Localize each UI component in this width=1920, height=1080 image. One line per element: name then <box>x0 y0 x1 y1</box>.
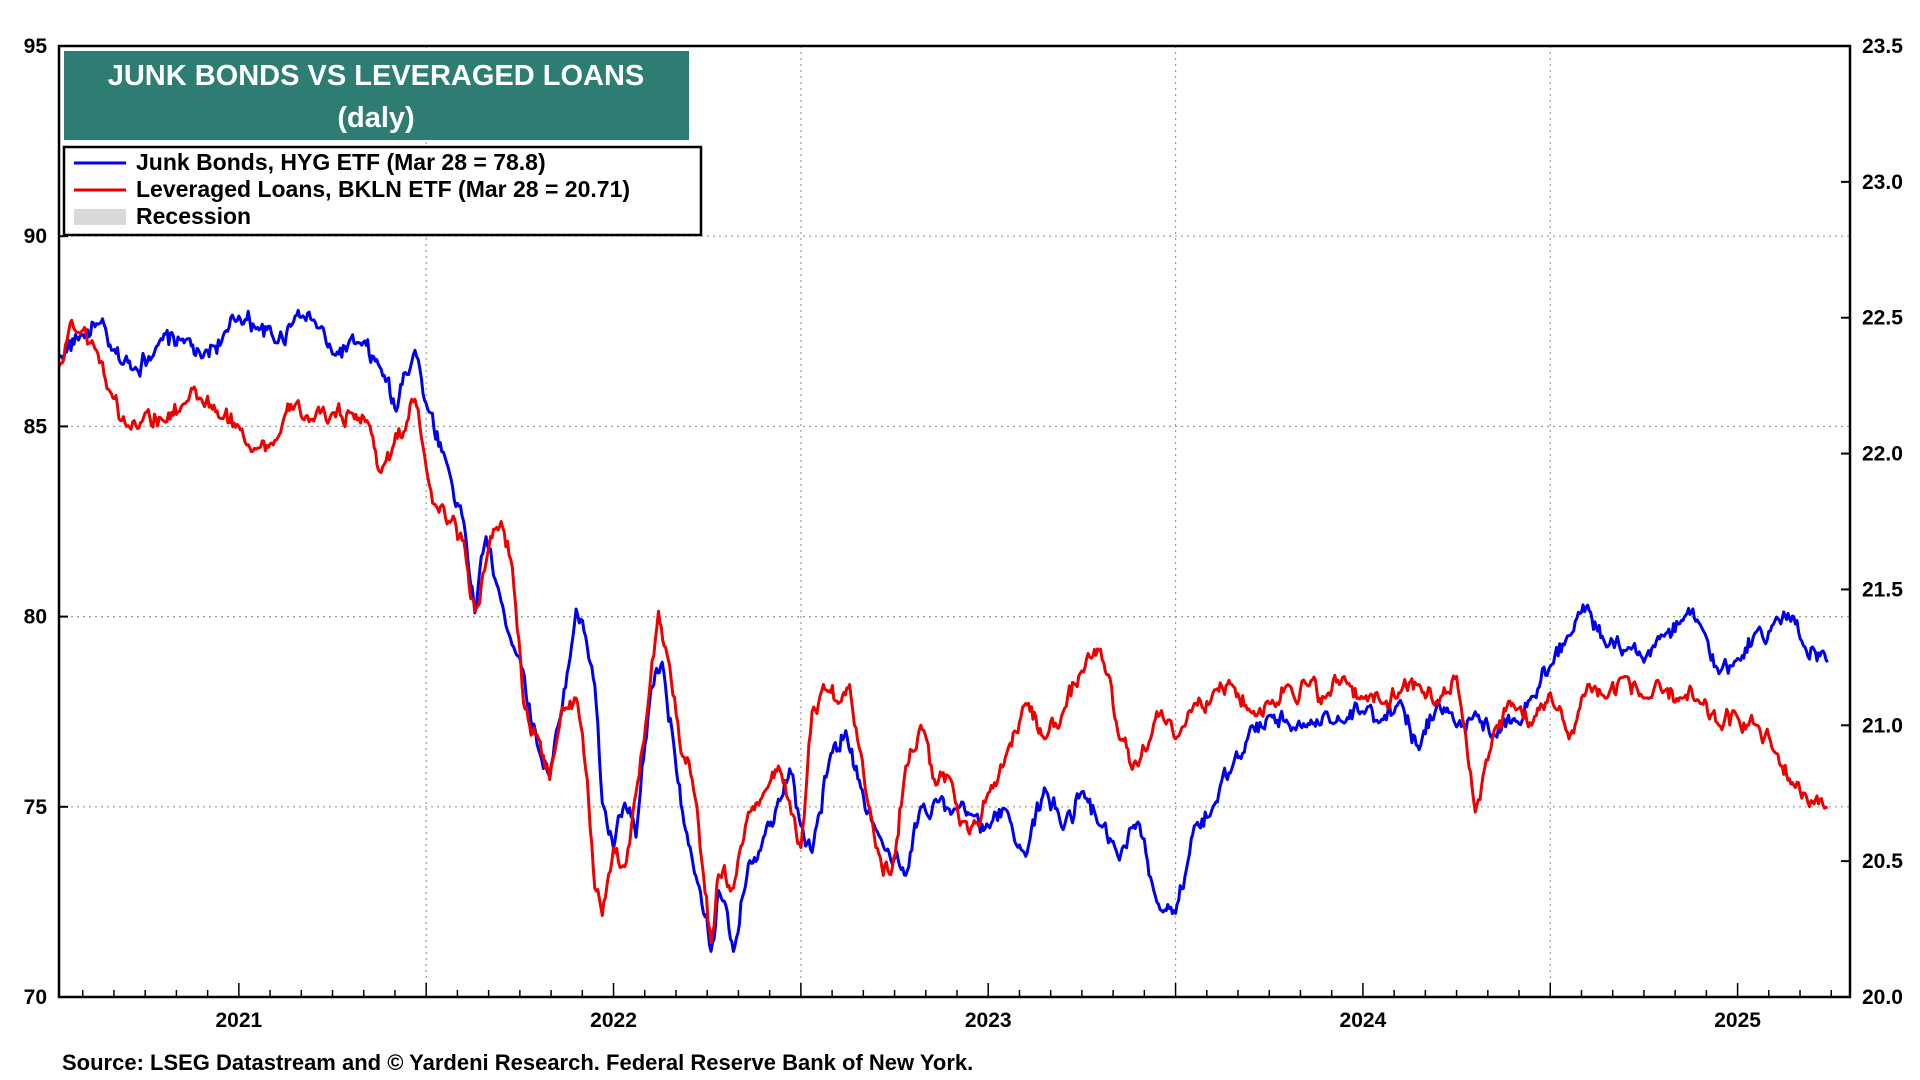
y-left-tick-label: 85 <box>24 415 48 438</box>
x-tick-label: 2025 <box>1714 1009 1761 1032</box>
series-layer <box>57 308 1829 953</box>
legend-label-hyg: Junk Bonds, HYG ETF (Mar 28 = 78.8) <box>136 149 546 175</box>
legend-swatch-recession <box>74 209 126 225</box>
y-right-tick-label: 20.5 <box>1862 850 1903 873</box>
y-right-tick-label: 21.5 <box>1862 578 1903 601</box>
series-line-bkln <box>57 318 1829 945</box>
y-right-tick-label: 22.5 <box>1862 307 1903 330</box>
y-right-tick-label: 20.0 <box>1862 986 1903 1009</box>
y-left-tick-label: 80 <box>24 606 47 629</box>
x-tick-label: 2024 <box>1340 1009 1387 1032</box>
legend-box: Junk Bonds, HYG ETF (Mar 28 = 78.8) Leve… <box>62 145 703 237</box>
chart-subtitle: (daly) <box>337 102 414 134</box>
plot-frame <box>57 44 1852 999</box>
y-left-tick-label: 95 <box>24 35 48 58</box>
y-right-tick-label: 22.0 <box>1862 443 1903 466</box>
y-left-tick-label: 90 <box>24 225 47 248</box>
series-line-hyg <box>57 308 1829 953</box>
x-tick-label: 2023 <box>965 1009 1012 1032</box>
labels-layer: 70 75 80 85 90 95 20.0 20.5 21.0 21.5 22.0 22.5 23.0… <box>24 35 1904 1032</box>
legend-background <box>62 145 703 237</box>
title-box: JUNK BONDS VS LEVERAGED LOANS (daly) <box>64 51 689 140</box>
y-right-tick-label: 23.5 <box>1862 35 1903 58</box>
title-background <box>64 51 689 140</box>
legend-label-bkln: Leveraged Loans, BKLN ETF (Mar 28 = 20.7… <box>136 176 630 202</box>
y-right-tick-label: 21.0 <box>1862 714 1903 737</box>
y-left-tick-label: 70 <box>24 986 47 1009</box>
legend-label-recession: Recession <box>136 203 251 229</box>
x-tick-label: 2021 <box>215 1009 262 1032</box>
source-note: Source: LSEG Datastream and © Yardeni Re… <box>62 1050 973 1075</box>
chart-title: JUNK BONDS VS LEVERAGED LOANS <box>108 60 645 92</box>
x-tick-label: 2022 <box>590 1009 637 1032</box>
y-left-tick-label: 75 <box>24 796 48 819</box>
y-right-tick-label: 23.0 <box>1862 171 1903 194</box>
